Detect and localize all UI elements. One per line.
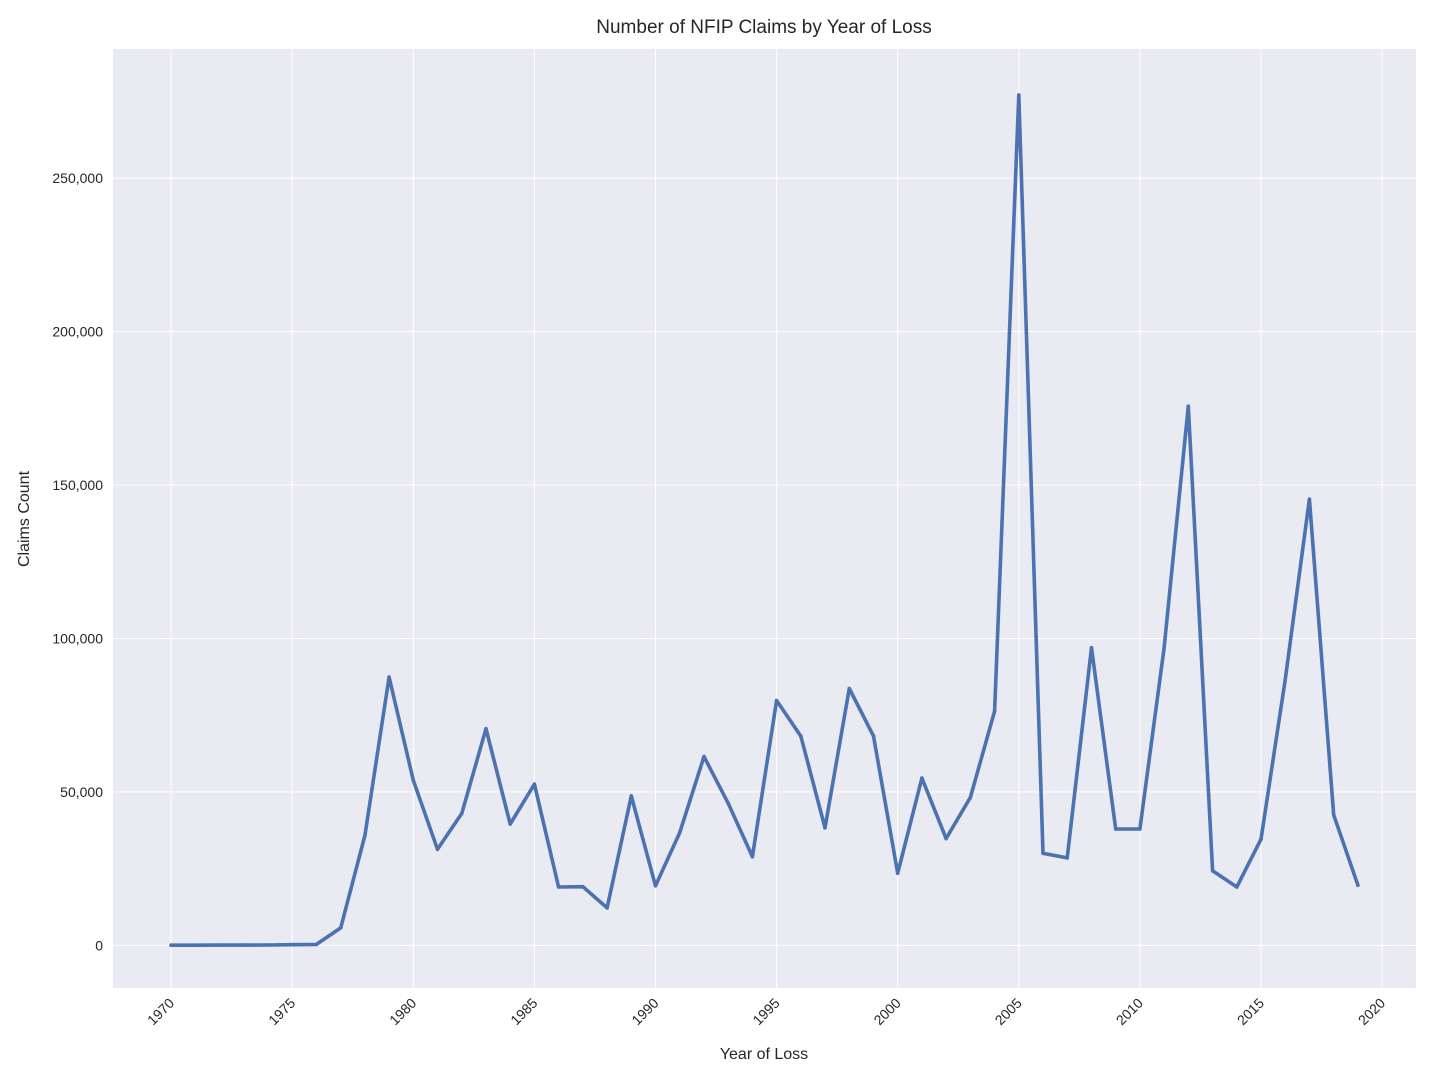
data-point [387,675,391,679]
data-point [460,811,464,816]
plot-background [113,49,1416,988]
data-point [1138,827,1142,831]
chart-title: Number of NFIP Claims by Year of Loss [596,17,931,38]
data-point [193,943,198,947]
data-point [920,776,924,780]
data-point [1162,646,1166,650]
y-tick-labels: 0 50,000 100,000 150,000 200,000 250,000 [52,170,103,953]
x-tick-label: 1970 [144,995,177,1028]
data-point [217,943,222,947]
data-point [750,854,755,859]
data-point [1331,813,1336,817]
y-tick-label: 200,000 [52,324,103,340]
data-point [338,926,343,930]
y-axis-label: Claims Count [16,470,33,567]
data-point [1186,404,1191,409]
series-line [169,93,1360,948]
x-tick-label: 2000 [870,995,903,1028]
data-point [992,709,997,713]
data-point [435,847,440,852]
x-axis-label: Year of Loss [720,1046,808,1063]
y-tick-label: 0 [95,937,103,953]
y-tick-label: 100,000 [52,630,103,646]
y-tick-label: 250,000 [52,170,103,186]
data-point [290,942,295,947]
data-point [1113,827,1118,831]
data-point [484,726,488,731]
data-point [847,686,852,691]
x-tick-label: 1995 [749,995,782,1028]
data-point [1041,851,1045,856]
data-point [411,778,416,783]
series-layer [169,93,1360,948]
data-point [823,826,827,830]
x-tick-label: 2015 [1234,995,1267,1028]
data-point [1235,885,1239,889]
data-point [653,884,658,888]
data-point [363,833,367,838]
data-point [895,871,900,875]
data-point [774,698,779,703]
x-tick-label: 1980 [386,995,419,1028]
data-point [266,943,270,947]
x-tick-labels: 1970 1975 1980 1985 1990 1995 2000 2005 2010 2015… [144,995,1388,1028]
data-point [605,906,609,910]
x-tick-label: 2005 [992,995,1025,1028]
data-point [944,836,948,841]
data-point [968,795,973,800]
x-tick-label: 1990 [628,995,661,1028]
data-point [1283,678,1287,682]
data-point [1356,883,1360,887]
data-point [1065,856,1069,860]
data-point [702,754,706,759]
data-point [1210,869,1215,873]
data-point [314,942,319,947]
data-point [242,943,246,947]
x-tick-label: 1985 [507,995,540,1028]
data-point [169,943,173,947]
data-point [677,830,682,835]
x-tick-label: 1975 [265,995,298,1028]
data-point [508,822,512,826]
data-point [1017,93,1021,97]
data-point [799,734,803,738]
data-point [871,734,876,738]
x-tick-label: 2010 [1113,995,1146,1028]
x-tick-label: 2020 [1355,995,1388,1028]
data-point [1259,837,1263,841]
data-point [726,801,730,806]
data-point [629,794,634,798]
y-tick-label: 150,000 [52,477,103,493]
data-point [1089,645,1094,650]
data-point [556,885,561,889]
data-point [581,884,585,889]
y-tick-label: 50,000 [60,784,103,800]
data-point [532,782,537,786]
data-point [1307,497,1312,502]
